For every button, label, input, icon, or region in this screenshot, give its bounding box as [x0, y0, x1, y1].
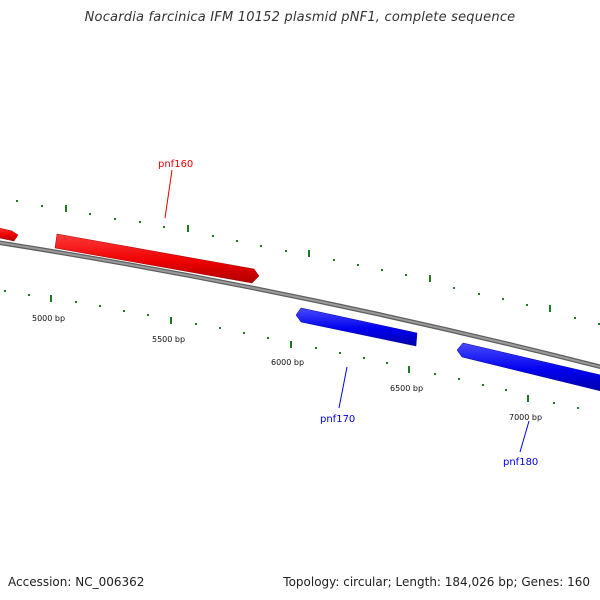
- map-title: Nocardia farcinica IFM 10152 plasmid pNF…: [84, 10, 516, 25]
- tick-mark: [219, 327, 221, 329]
- tick-mark: [453, 287, 455, 289]
- tick-mark: [408, 366, 410, 373]
- leader-line-pnf180: [519, 420, 530, 453]
- coordinate-labels: 5000 bp 5500 bp 6000 bp 6500 bp 7000 bp: [32, 314, 542, 422]
- tick-mark: [482, 384, 484, 386]
- inner-tick-row: [4, 290, 579, 409]
- tick-mark: [41, 205, 43, 207]
- gene-arrow-pnf170: [295, 307, 418, 347]
- tick-mark: [139, 221, 141, 223]
- tick-mark: [28, 294, 30, 296]
- coord-label-7000: 7000 bp: [509, 413, 542, 422]
- tick-mark: [505, 389, 507, 391]
- tick-mark: [315, 347, 317, 349]
- tick-mark: [16, 200, 18, 202]
- tick-mark: [260, 245, 262, 247]
- leader-line-pnf160: [164, 169, 173, 219]
- tick-mark: [267, 337, 269, 339]
- summary-text: Topology: circular; Length: 184,026 bp; …: [283, 575, 590, 589]
- tick-mark: [434, 373, 436, 375]
- tick-mark: [526, 304, 528, 306]
- leader-line-pnf170: [338, 366, 348, 409]
- tick-mark: [212, 235, 214, 237]
- tick-mark: [236, 240, 238, 242]
- gene-labels: pnf160 pnf170 pnf180: [158, 159, 538, 468]
- coord-label-5000: 5000 bp: [32, 314, 65, 323]
- tick-mark: [243, 332, 245, 334]
- gene-arrow-pnf180: [456, 342, 600, 392]
- tick-mark: [553, 402, 555, 404]
- gene-label-pnf170: pnf170: [320, 414, 355, 425]
- tick-mark: [478, 293, 480, 295]
- tick-mark: [4, 290, 6, 292]
- coord-label-6000: 6000 bp: [271, 358, 304, 367]
- tick-mark: [170, 317, 172, 324]
- tick-mark: [123, 310, 125, 312]
- gene-arrows: [0, 227, 600, 392]
- tick-mark: [458, 378, 460, 380]
- tick-mark: [147, 314, 149, 316]
- gene-arrow-partial: [0, 227, 19, 242]
- tick-mark: [89, 213, 91, 215]
- gene-arrow-pnf160: [54, 233, 260, 284]
- tick-mark: [114, 218, 116, 220]
- tick-mark: [333, 259, 335, 261]
- tick-mark: [339, 352, 341, 354]
- tick-mark: [598, 323, 600, 325]
- tick-mark: [357, 264, 359, 266]
- outer-tick-row: [16, 200, 600, 325]
- tick-mark: [405, 274, 407, 276]
- gene-label-pnf160: pnf160: [158, 159, 193, 170]
- tick-mark: [502, 298, 504, 300]
- tick-mark: [75, 301, 77, 303]
- tick-mark: [574, 317, 576, 319]
- gene-leaders: [164, 169, 530, 453]
- coord-label-6500: 6500 bp: [390, 384, 423, 393]
- accession-text: Accession: NC_006362: [8, 575, 145, 589]
- tick-mark: [363, 357, 365, 359]
- tick-mark: [549, 305, 551, 312]
- tick-mark: [187, 225, 189, 232]
- tick-mark: [577, 407, 579, 409]
- coord-label-5500: 5500 bp: [152, 335, 185, 344]
- tick-mark: [429, 275, 431, 282]
- tick-mark: [195, 323, 197, 325]
- tick-mark: [50, 295, 52, 302]
- tick-mark: [285, 250, 287, 252]
- tick-mark: [65, 205, 67, 212]
- tick-mark: [163, 226, 165, 228]
- gene-label-pnf180: pnf180: [503, 457, 538, 468]
- tick-mark: [290, 341, 292, 348]
- tick-mark: [527, 395, 529, 402]
- tick-mark: [381, 269, 383, 271]
- tick-mark: [99, 305, 101, 307]
- tick-mark: [308, 250, 310, 257]
- genome-backbone: [0, 240, 600, 370]
- tick-mark: [386, 362, 388, 364]
